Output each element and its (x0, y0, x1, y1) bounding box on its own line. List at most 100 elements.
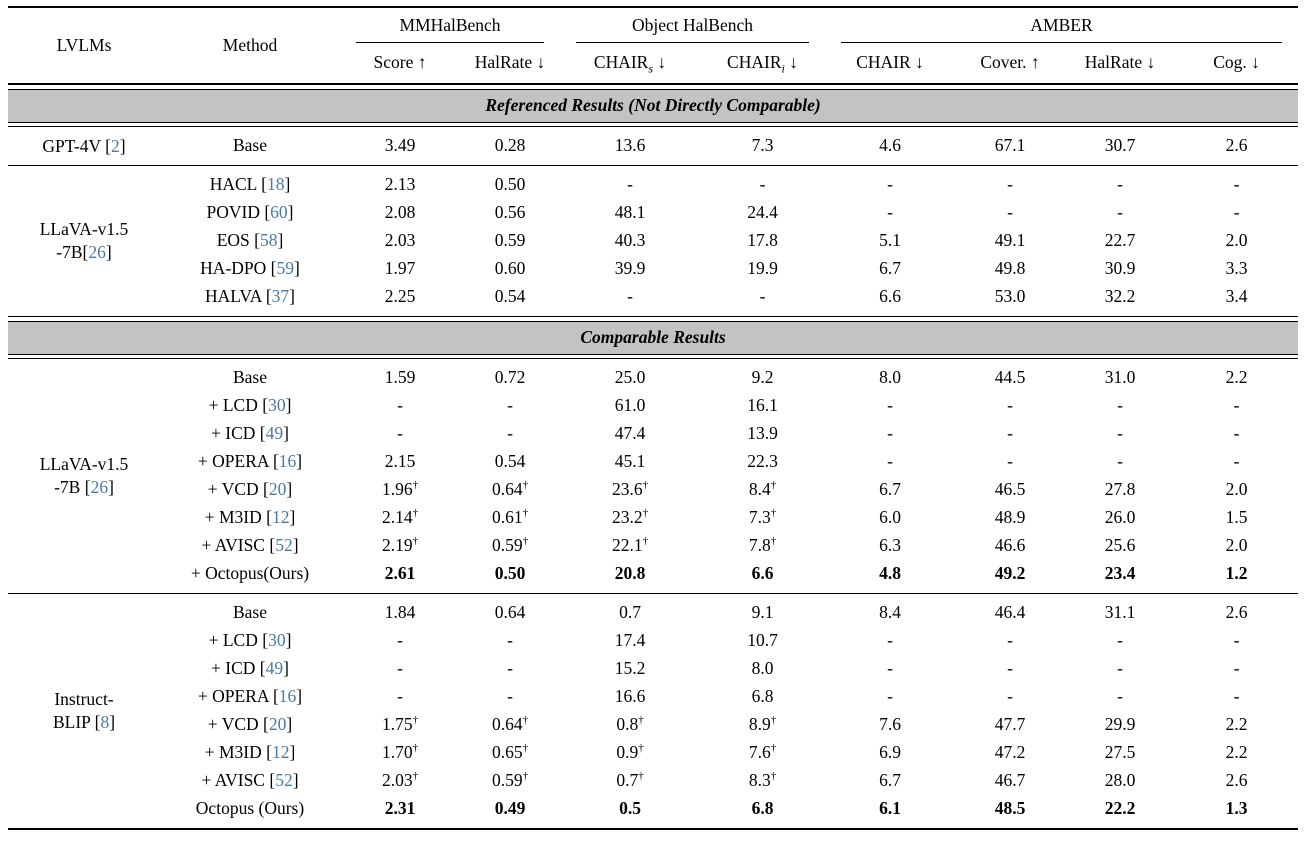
value-cell: 45.1 (614, 451, 646, 471)
value-cell: 0.49 (494, 798, 526, 818)
table-row: GPT-4V [2] Base 3.49 0.28 13.6 7.3 4.6 67.1 30.7… (8, 127, 1298, 166)
method-cell: POVID [60] (206, 202, 294, 222)
method-cell: HALVA [37] (205, 286, 295, 306)
value-cell: 24.4 (747, 202, 778, 222)
value-cell: 2.15 (384, 451, 416, 471)
citation-link[interactable]: 60 (270, 202, 288, 222)
citation-link[interactable]: 52 (275, 535, 293, 555)
dagger-mark: † (770, 714, 777, 727)
citation-link[interactable]: 37 (271, 286, 290, 306)
value-cell: 1.59 (384, 367, 416, 387)
table-rule-line (8, 593, 1299, 594)
value-cell: 0.61† (491, 507, 529, 527)
value-cell: 39.9 (614, 258, 646, 278)
dagger-mark: † (522, 770, 529, 783)
citation-link[interactable]: 52 (275, 770, 293, 790)
citation-link[interactable]: 12 (271, 507, 290, 527)
value-cell: - (507, 686, 513, 706)
value-cell: 7.3† (748, 507, 777, 527)
benchmark-group-label: Object HalBench (576, 8, 810, 43)
value-cell: 23.4 (1104, 563, 1136, 583)
value-cell: 7.3 (751, 135, 774, 155)
lvlm-line: -7B[26] (56, 242, 112, 262)
value-cell: 0.64† (491, 479, 529, 499)
table-rule-line (8, 316, 1299, 317)
method-cell: EOS [58] (216, 230, 284, 250)
citation-link[interactable]: 18 (266, 174, 285, 194)
citation-link[interactable]: 26 (88, 242, 106, 262)
value-cell: 2.14† (381, 507, 419, 527)
value-cell: 15.2 (614, 658, 646, 678)
citation-link[interactable]: 30 (268, 630, 286, 650)
value-cell: 8.9† (748, 714, 777, 734)
value-cell: - (507, 423, 513, 443)
citation-link[interactable]: 20 (268, 479, 287, 499)
citation-link[interactable]: 59 (276, 258, 295, 278)
citation-link[interactable]: 26 (90, 477, 109, 497)
citation-link[interactable]: 12 (271, 742, 290, 762)
citation-link[interactable]: 49 (265, 423, 284, 443)
citation-link[interactable]: 2 (110, 135, 120, 156)
value-cell: 0.64 (494, 602, 526, 622)
value-cell: 31.1 (1104, 602, 1136, 622)
table-rule (8, 316, 1299, 317)
value-cell: - (1117, 658, 1123, 678)
value-cell: - (1117, 174, 1123, 194)
dagger-mark: † (638, 770, 644, 783)
value-cell: 32.2 (1104, 286, 1136, 306)
value-cell: 2.6 (1225, 770, 1248, 790)
dagger-mark: † (412, 770, 419, 783)
value-cell: 2.0 (1225, 230, 1248, 250)
table-row: POVID [60] 2.08 0.56 48.1 24.4 - - - - (8, 199, 1298, 227)
value-cell: 6.8 (751, 686, 774, 706)
value-cell: 30.7 (1104, 135, 1136, 155)
citation-link[interactable]: 16 (278, 451, 297, 471)
table-row: LLaVA-v1.5 -7B [26] Base 1.59 0.72 25.0 9.2 8.0… (8, 359, 1298, 497)
value-cell: - (1117, 423, 1123, 443)
method-cell: Base (232, 135, 268, 155)
value-cell: 6.6 (879, 286, 901, 306)
table-rule-line (8, 122, 1299, 127)
header-row-groups: LVLMs Method MMHalBench Object HalBench AMBE… (8, 7, 1298, 85)
value-cell: 0.59† (491, 770, 529, 790)
value-cell: 44.5 (994, 367, 1026, 387)
value-cell: - (627, 286, 633, 306)
value-cell: 0.60 (494, 258, 526, 278)
table-rule-line (8, 827, 1299, 830)
value-cell: 6.7 (879, 479, 901, 499)
section-band: Referenced Results (Not Directly Compara… (8, 89, 1299, 123)
section-band-row: Referenced Results (Not Directly Compara… (8, 89, 1299, 123)
value-cell: 16.6 (614, 686, 646, 706)
table-row: HA-DPO [59] 1.97 0.60 39.9 19.9 6.7 49.8 30.9 3.… (8, 255, 1298, 283)
value-cell: 48.9 (994, 507, 1026, 527)
value-cell: - (1117, 686, 1123, 706)
table-row: + VCD [20] 1.96† 0.64† 23.6† 8.4† 6.7 46.5 27.8… (8, 476, 1298, 504)
lvlm-line: LLaVA-v1.5 (39, 454, 129, 474)
value-cell: - (1007, 658, 1013, 678)
value-cell: 1.2 (1225, 563, 1248, 583)
dagger-mark: † (642, 507, 649, 520)
value-cell: 22.3 (747, 451, 778, 471)
citation-link[interactable]: 20 (268, 714, 287, 734)
metric-column-header: CHAIRs ↓ (560, 43, 701, 85)
citation-link[interactable]: 8 (100, 712, 110, 732)
value-cell: 2.25 (384, 286, 416, 306)
citation-link[interactable]: 30 (268, 395, 286, 415)
value-cell: 1.75† (381, 714, 419, 734)
value-cell: 0.54 (494, 286, 526, 306)
citation-link[interactable]: 58 (259, 230, 278, 250)
lvlm-line: LLaVA-v1.5 (39, 219, 129, 239)
method-cell: HACL [18] (209, 174, 291, 194)
value-cell: 0.7† (616, 770, 644, 790)
value-cell: 8.0 (879, 367, 901, 387)
value-cell: 4.6 (879, 135, 901, 155)
citation-link[interactable]: 16 (278, 686, 297, 706)
value-cell: 0.9† (616, 742, 644, 762)
citation-link[interactable]: 49 (265, 658, 284, 678)
value-cell: - (887, 451, 893, 471)
value-cell: 1.97 (384, 258, 416, 278)
value-cell: 0.5 (619, 798, 641, 818)
value-cell: - (887, 686, 893, 706)
table-rule-line (8, 165, 1299, 166)
lvlm-cell: LLaVA-v1.5 -7B [26] (8, 359, 160, 594)
